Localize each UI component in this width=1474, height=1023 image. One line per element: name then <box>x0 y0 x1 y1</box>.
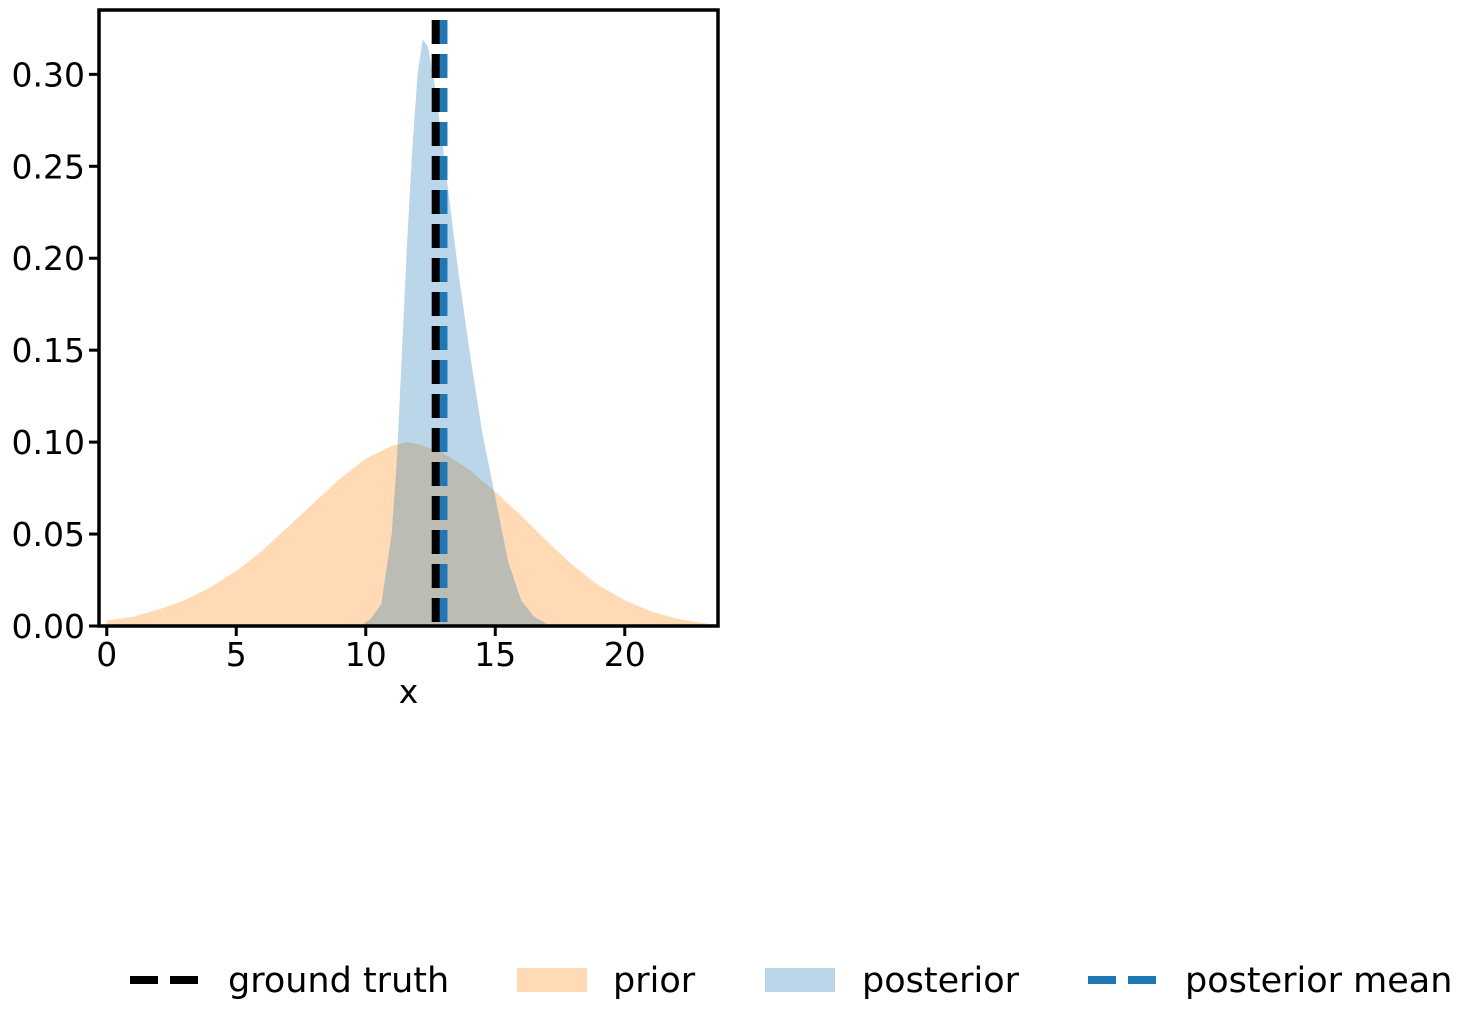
plot-frame <box>97 8 720 628</box>
plot-content <box>106 20 711 626</box>
posterior-area <box>360 39 561 626</box>
y-tick-label: 0.20 <box>12 239 85 278</box>
x-axis-label: x <box>399 672 419 711</box>
prior-area <box>106 442 711 626</box>
legend-item-posterior: posterior <box>765 961 1020 1001</box>
x-tick-label: 10 <box>345 635 387 674</box>
legend-label: prior <box>613 961 696 1001</box>
x-axis: 0 5 10 15 20 <box>96 626 646 674</box>
legend-label: ground truth <box>228 961 449 1001</box>
legend-item-posterior-mean: posterior mean <box>1088 961 1452 1001</box>
plot-area <box>97 8 720 628</box>
y-axis: 0.00 0.05 0.10 0.15 0.20 0.25 0.30 <box>12 55 99 646</box>
x-tick-label: 15 <box>474 635 516 674</box>
x-tick-label: 5 <box>226 635 247 674</box>
y-tick-label: 0.15 <box>12 331 85 370</box>
x-tick-label: 0 <box>96 635 117 674</box>
legend-handle <box>517 968 587 992</box>
legend: ground truth prior posterior posterior mean <box>130 961 1452 1001</box>
y-tick-label: 0.10 <box>12 423 85 462</box>
y-tick-label: 0.25 <box>12 147 85 186</box>
legend-label: posterior mean <box>1185 961 1452 1001</box>
x-tick-label: 20 <box>604 635 646 674</box>
y-tick-label: 0.00 <box>12 607 85 646</box>
legend-label: posterior <box>862 961 1020 1001</box>
legend-item-prior: prior <box>517 961 696 1001</box>
legend-item-ground-truth: ground truth <box>130 961 449 1001</box>
y-tick-label: 0.30 <box>12 55 85 94</box>
legend-handle <box>765 968 835 992</box>
y-tick-label: 0.05 <box>12 515 85 554</box>
